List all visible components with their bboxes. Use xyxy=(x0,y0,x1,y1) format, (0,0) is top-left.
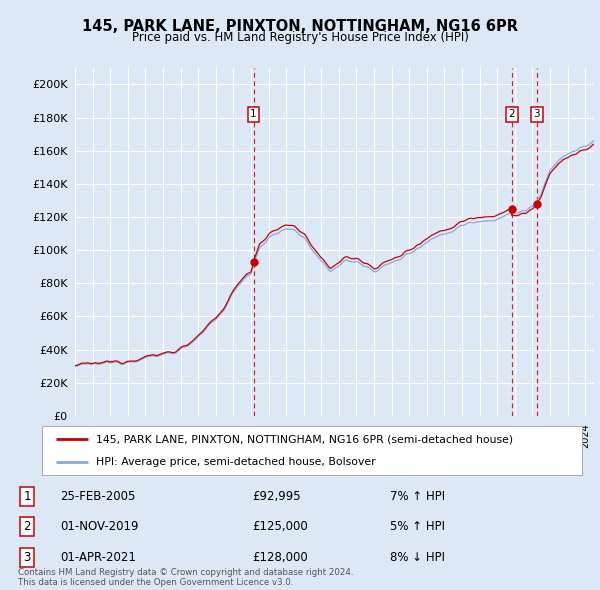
Text: 01-APR-2021: 01-APR-2021 xyxy=(60,551,136,564)
Text: 2: 2 xyxy=(509,109,515,119)
Text: 25-FEB-2005: 25-FEB-2005 xyxy=(60,490,136,503)
Text: 3: 3 xyxy=(23,551,31,564)
Text: 5% ↑ HPI: 5% ↑ HPI xyxy=(390,520,445,533)
Text: 8% ↓ HPI: 8% ↓ HPI xyxy=(390,551,445,564)
Text: 1: 1 xyxy=(250,109,257,119)
Text: Price paid vs. HM Land Registry's House Price Index (HPI): Price paid vs. HM Land Registry's House … xyxy=(131,31,469,44)
Text: Contains HM Land Registry data © Crown copyright and database right 2024.
This d: Contains HM Land Registry data © Crown c… xyxy=(18,568,353,587)
Text: £92,995: £92,995 xyxy=(252,490,301,503)
Text: 145, PARK LANE, PINXTON, NOTTINGHAM, NG16 6PR: 145, PARK LANE, PINXTON, NOTTINGHAM, NG1… xyxy=(82,19,518,34)
Text: 7% ↑ HPI: 7% ↑ HPI xyxy=(390,490,445,503)
Text: 3: 3 xyxy=(533,109,540,119)
Text: 01-NOV-2019: 01-NOV-2019 xyxy=(60,520,139,533)
Text: HPI: Average price, semi-detached house, Bolsover: HPI: Average price, semi-detached house,… xyxy=(96,457,376,467)
Text: £125,000: £125,000 xyxy=(252,520,308,533)
Text: 2: 2 xyxy=(23,520,31,533)
Text: 1: 1 xyxy=(23,490,31,503)
Text: 145, PARK LANE, PINXTON, NOTTINGHAM, NG16 6PR (semi-detached house): 145, PARK LANE, PINXTON, NOTTINGHAM, NG1… xyxy=(96,434,513,444)
Text: £128,000: £128,000 xyxy=(252,551,308,564)
